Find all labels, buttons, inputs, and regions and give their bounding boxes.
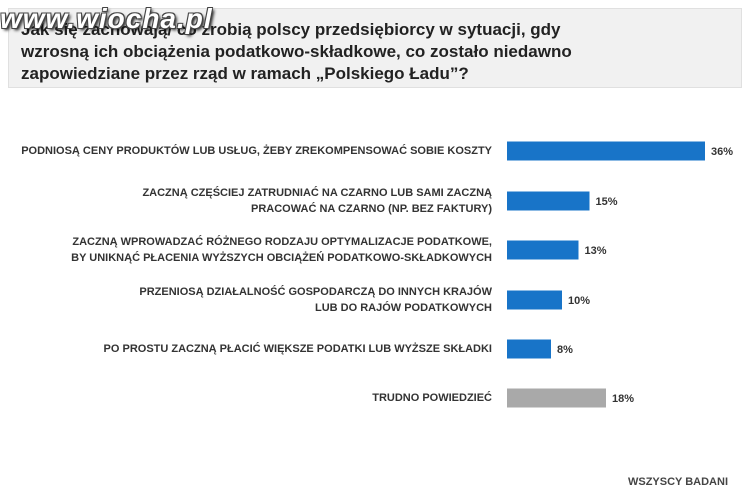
- category-label-0: PODNIOSĄ CENY PRODUKTÓW LUB USŁUG, ŻEBY …: [0, 143, 492, 159]
- category-label-4: PO PROSTU ZACZNĄ PŁACIĆ WIĘKSZE PODATKI …: [0, 341, 492, 357]
- category-label-line: PO PROSTU ZACZNĄ PŁACIĆ WIĘKSZE PODATKI …: [103, 343, 492, 355]
- title-box: Jak się zachowają/ co zrobią polscy prze…: [8, 8, 742, 88]
- value-label-2: 13%: [585, 245, 607, 257]
- bar-1: [507, 191, 590, 211]
- bar-4: [507, 339, 551, 359]
- value-label-4: 8%: [557, 344, 573, 356]
- bar-2: [507, 240, 579, 260]
- category-label-line: TRUDNO POWIEDZIEĆ: [372, 392, 492, 404]
- base-note: WSZYSCY BADANI: [627, 476, 728, 488]
- bar-0: [507, 141, 705, 161]
- category-label-line: PRZENIOSĄ DZIAŁALNOŚĆ GOSPODARCZĄ DO INN…: [139, 286, 492, 298]
- bar-3: [507, 290, 562, 310]
- value-label-0: 36%: [711, 146, 733, 158]
- watermark-logo: www.wiocha.pl: [0, 3, 213, 34]
- category-label-1: ZACZNĄ CZĘŚCIEJ ZATRUDNIAĆ NA CZARNO LUB…: [0, 185, 492, 217]
- category-label-line: BY UNIKNĄĆ PŁACENIA WYŻSZYCH OBCIĄŻEŃ PO…: [71, 252, 492, 264]
- bar-5: [507, 388, 606, 408]
- category-label-line: PRACOWAĆ NA CZARNO (NP. BEZ FAKTURY): [251, 203, 492, 215]
- category-label-3: PRZENIOSĄ DZIAŁALNOŚĆ GOSPODARCZĄ DO INN…: [0, 284, 492, 316]
- category-label-line: PODNIOSĄ CENY PRODUKTÓW LUB USŁUG, ŻEBY …: [21, 145, 492, 157]
- category-label-2: ZACZNĄ WPROWADZAĆ RÓŻNEGO RODZAJU OPTYMA…: [0, 234, 492, 266]
- category-label-line: ZACZNĄ CZĘŚCIEJ ZATRUDNIAĆ NA CZARNO LUB…: [142, 187, 492, 199]
- value-label-1: 15%: [596, 196, 618, 208]
- category-label-line: ZACZNĄ WPROWADZAĆ RÓŻNEGO RODZAJU OPTYMA…: [72, 236, 492, 248]
- category-label-line: LUB DO RAJÓW PODATKOWYCH: [314, 302, 492, 314]
- value-label-3: 10%: [568, 295, 590, 307]
- chart-title: Jak się zachowają/ co zrobią polscy prze…: [21, 20, 572, 83]
- category-label-5: TRUDNO POWIEDZIEĆ: [0, 390, 492, 406]
- value-label-5: 18%: [612, 393, 634, 405]
